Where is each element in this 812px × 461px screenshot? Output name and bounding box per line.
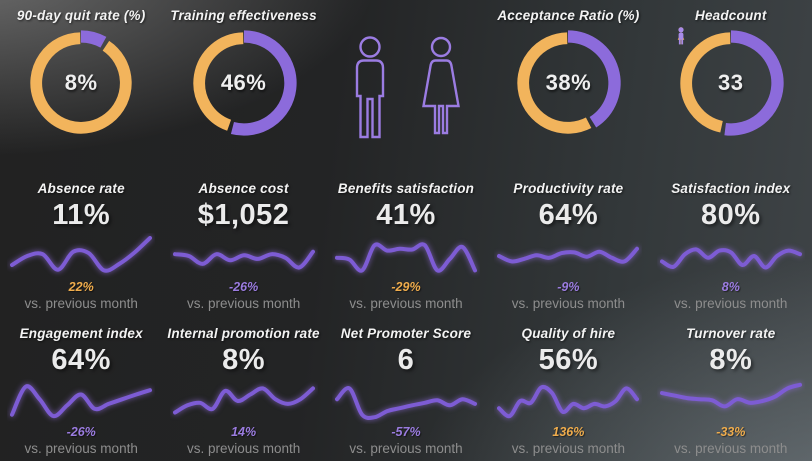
tile-title: Turnover rate [686,326,776,341]
kpi-delta: -29% [391,280,421,295]
kpi-tile-quality-of-hire[interactable]: Quality of hire 56% 136% vs. previous mo… [487,315,649,461]
kpi-delta: 14% [231,425,257,440]
donut-rings [192,30,297,136]
kpi-delta: -57% [391,425,421,440]
kpi-delta: 22% [68,280,94,295]
kpi-tile-headcount[interactable]: Headcount 33 [650,0,812,170]
sparkline-chart [497,247,640,265]
kpi-delta: -33% [716,425,746,440]
kpi-value: 64% [51,344,111,376]
kpi-delta: -26% [229,280,259,295]
kpi-tile-net-promoter-score[interactable]: Net Promoter Score 6 -57% vs. previous m… [325,315,487,461]
tile-title: Net Promoter Score [340,326,472,341]
headcount-value: 33 [718,70,744,95]
tile-title: Quality of hire [521,326,616,341]
kpi-value: 80% [701,199,761,231]
gender-icons [342,36,470,142]
kpi-tile-absence-cost[interactable]: Absence cost $1,052 -26% vs. previous mo… [162,170,324,315]
kpi-value: 64% [538,199,599,231]
female-outline-icon [422,36,460,135]
donut-chart: 8% [25,27,137,139]
donut-center-value: 46% [220,70,267,95]
sparkline-chart [10,236,153,274]
tile-title: Headcount [695,8,767,23]
kpi-tile-internal-promotion-rate[interactable]: Internal promotion rate 8% 14% vs. previ… [162,315,324,461]
kpi-value: 56% [538,344,599,376]
kpi-note: vs. previous month [349,441,463,457]
tile-title: Engagement index [19,326,143,341]
tile-title: 90-day quit rate (%) [16,8,146,23]
kpi-tile-absence-rate[interactable]: Absence rate 11% 22% vs. previous month [0,170,162,315]
tile-title: Productivity rate [513,181,624,196]
sparkline-chart [659,383,802,409]
sparkline-chart [172,386,315,415]
donut-rings [517,30,621,134]
donut-center-value: 8% [64,70,98,95]
sparkline-chart [334,242,477,274]
kpi-note: vs. previous month [674,296,788,312]
male-outline-icon [355,36,385,139]
sparkline-chart [172,250,315,270]
tile-title: Internal promotion rate [167,326,320,341]
kpi-note: vs. previous month [186,296,301,312]
kpi-value: 11% [52,199,111,231]
donut-chart: 38% [512,27,624,139]
sparkline-chart [10,384,153,419]
kpi-tile-training-effectiveness[interactable]: Training effectiveness 46% [162,0,324,170]
donut-rings [680,30,784,136]
kpi-delta: 136% [552,425,585,440]
kpi-note: vs. previous month [24,441,138,457]
donut-rings [30,30,132,134]
kpi-tile-90-day-quit-rate[interactable]: 90-day quit rate (%) 8% [0,0,162,170]
kpi-note: vs. previous month [511,441,626,457]
donut-chart: 33 [675,27,787,139]
sparkline-chart [497,385,640,419]
tile-title: Absence rate [37,181,125,196]
kpi-tile-acceptance-ratio[interactable]: Acceptance Ratio (%) 38% [487,0,649,170]
kpi-value: $1,052 [197,199,290,231]
kpi-note: vs. previous month [511,296,626,312]
kpi-tile-engagement-index[interactable]: Engagement index 64% -26% vs. previous m… [0,315,162,461]
kpi-delta: -9% [557,280,580,295]
kpi-tile-productivity-rate[interactable]: Productivity rate 64% -9% vs. previous m… [487,170,649,315]
kpi-tile-benefits-satisfaction[interactable]: Benefits satisfaction 41% -29% vs. previ… [325,170,487,315]
kpi-value: 8% [709,344,753,376]
tile-title: Absence cost [198,181,289,196]
sparkline-chart [334,386,477,421]
donut-center-value: 33 [675,27,787,139]
kpi-delta: -26% [66,425,96,440]
tile-title: Acceptance Ratio (%) [497,8,640,23]
sparkline-chart [659,247,802,270]
tile-title: Satisfaction index [671,181,791,196]
kpi-value: 6 [397,344,415,376]
kpi-value: 8% [222,344,266,376]
donut-center-value: 38% [545,70,592,95]
tile-title: Training effectiveness [170,8,317,23]
kpi-tile-satisfaction-index[interactable]: Satisfaction index 80% 8% vs. previous m… [650,170,812,315]
kpi-note: vs. previous month [186,441,301,457]
kpi-tile-turnover-rate[interactable]: Turnover rate 8% -33% vs. previous month [650,315,812,461]
tile-title: Benefits satisfaction [337,181,475,196]
kpi-value: 41% [376,199,436,231]
kpi-note: vs. previous month [674,441,788,457]
male-solid-icon [678,27,684,45]
kpi-note: vs. previous month [349,296,463,312]
kpi-tile-gender-split[interactable] [325,0,487,170]
donut-chart: 46% [188,27,300,139]
kpi-delta: 8% [721,280,740,295]
kpi-note: vs. previous month [24,296,138,312]
